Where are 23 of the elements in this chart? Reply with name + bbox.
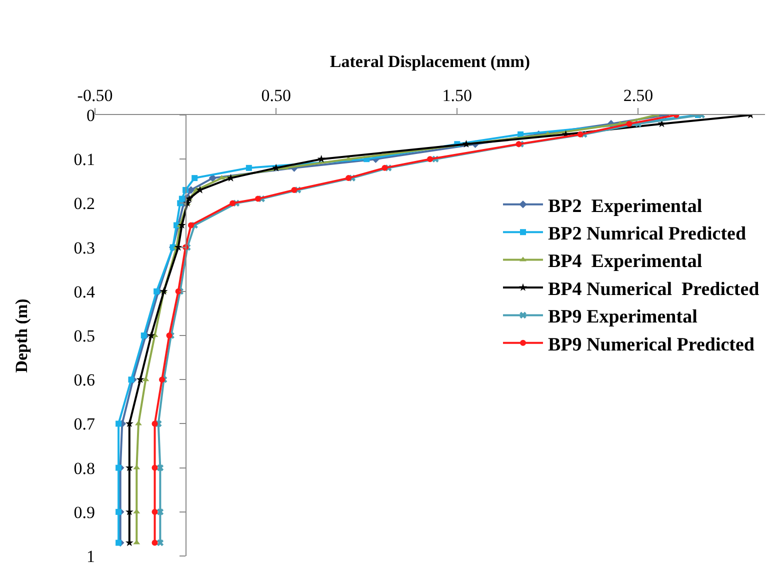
y-tick-label: 0.9 bbox=[74, 502, 95, 522]
x-tick-label: 1.50 bbox=[442, 86, 472, 106]
y-tick-label: 0.6 bbox=[74, 370, 95, 390]
y-tick-label: 0 bbox=[86, 106, 95, 125]
y-tick-label: 0.5 bbox=[74, 326, 95, 346]
y-tick-label: 0.7 bbox=[74, 414, 96, 434]
legend-label: BP4 Experimental bbox=[548, 251, 702, 272]
legend-label: BP9 Numerical Predicted bbox=[548, 334, 755, 356]
y-tick-label: 0.4 bbox=[74, 282, 96, 302]
x-tick-label: 2.50 bbox=[623, 86, 654, 106]
y-tick-label: 0.1 bbox=[74, 150, 95, 170]
y-tick-label: 0.2 bbox=[74, 194, 95, 214]
y-tick-label: 0.3 bbox=[74, 238, 95, 258]
y-tick-label: 1 bbox=[86, 546, 95, 566]
legend-label: BP4 Numerical Predicted bbox=[548, 278, 760, 300]
legend-label: BP9 Experimental bbox=[548, 306, 698, 328]
x-tick-label: -0.50 bbox=[77, 86, 113, 106]
y-axis-title: Depth (m) bbox=[12, 298, 31, 373]
x-tick-label: 0.50 bbox=[261, 86, 291, 106]
y-tick-label: 0.8 bbox=[74, 458, 95, 478]
legend-label: BP2 Numrical Predicted bbox=[548, 224, 746, 245]
legend-label: BP2 Experimental bbox=[548, 196, 702, 217]
x-axis-title: Lateral Displacement (mm) bbox=[330, 52, 530, 71]
